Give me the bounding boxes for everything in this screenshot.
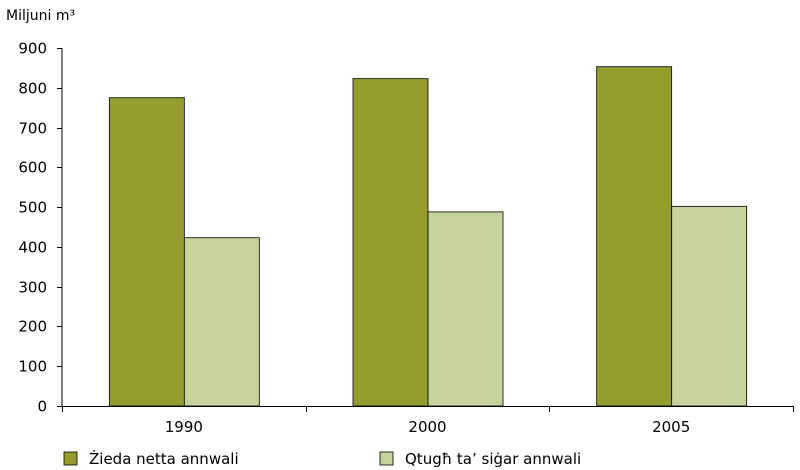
legend-swatch: [63, 451, 78, 466]
bar-series-1: [596, 66, 673, 407]
bar-series-2: [671, 205, 748, 407]
y-tick-label: 100: [18, 358, 47, 376]
bar-series-1: [108, 97, 185, 407]
x-tick-label: 2005: [652, 418, 690, 436]
bar-series-2: [183, 237, 260, 407]
x-axis: 1990 2000 2005: [62, 406, 794, 436]
bar-series-1: [352, 78, 429, 407]
y-tick-label: 700: [18, 120, 47, 138]
y-tick-label: 400: [18, 239, 47, 257]
legend-label: Żieda netta annwali: [89, 449, 239, 468]
x-tick-label: 2000: [408, 418, 446, 436]
x-tick-label: 1990: [165, 418, 203, 436]
y-tick-label: 600: [18, 159, 47, 177]
y-unit-label: Miljuni m³: [6, 8, 75, 24]
y-tick-label: 300: [18, 279, 47, 297]
y-axis: 0 100 200 300 400 500 600 700 800 900: [18, 40, 63, 416]
legend-label: Qtugħ ta’ siġar annwali: [405, 450, 581, 468]
y-tick-label: 500: [18, 199, 47, 217]
y-tick-label: 200: [18, 318, 47, 336]
y-tick-label: 800: [18, 80, 47, 98]
bars: [108, 66, 748, 407]
y-tick-label: 900: [18, 40, 47, 58]
legend: Żieda netta annwali Qtugħ ta’ siġar annwa…: [63, 449, 581, 468]
legend-swatch: [379, 451, 394, 466]
y-tick-label: 0: [37, 398, 47, 416]
bar-series-2: [427, 211, 504, 407]
